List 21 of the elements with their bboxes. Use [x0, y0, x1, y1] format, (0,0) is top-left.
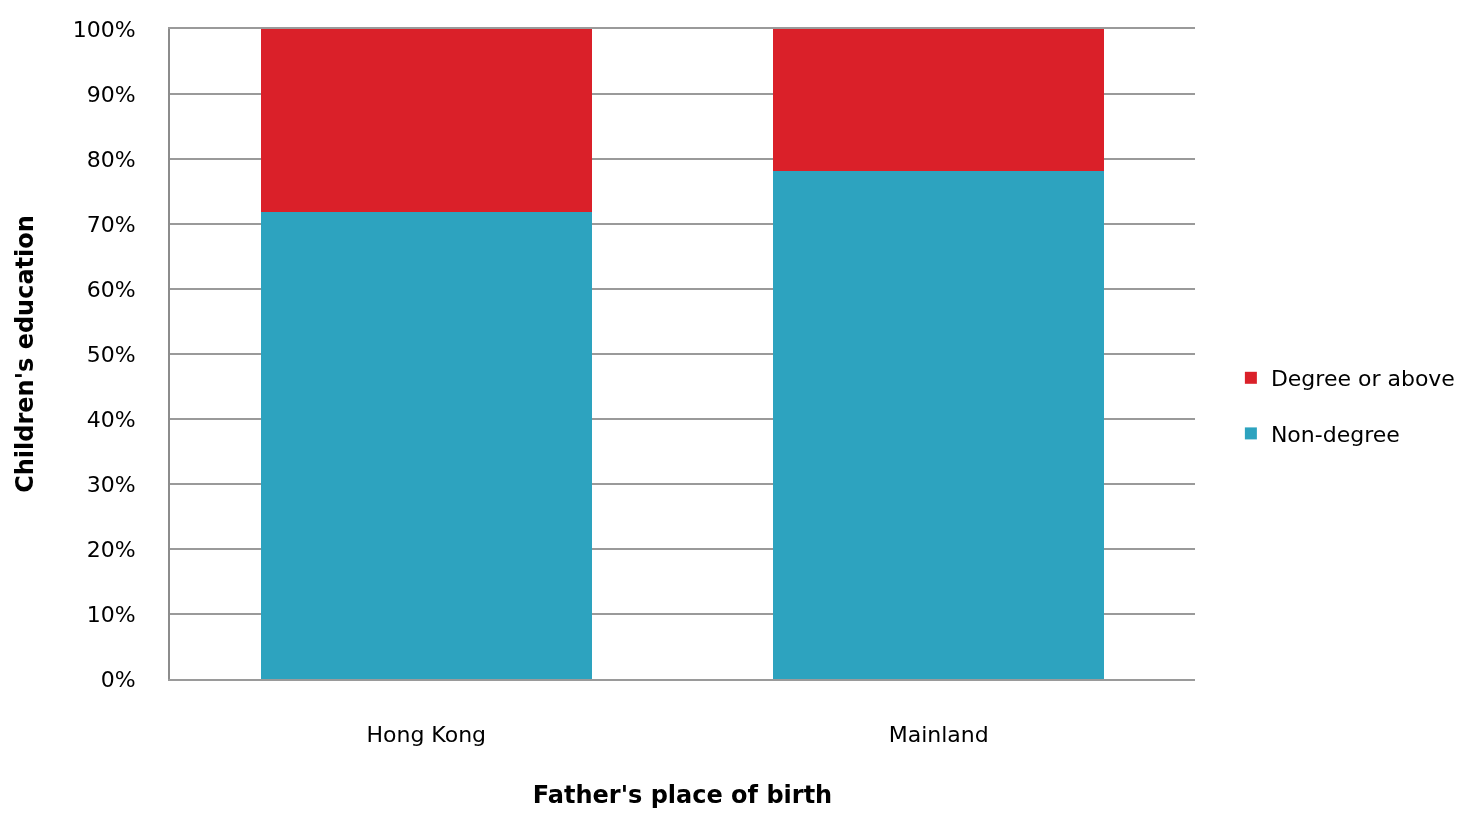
y-tick-label: 100% [72, 16, 136, 42]
y-tick-label: 0% [100, 666, 136, 692]
y-tick-label: 60% [86, 276, 136, 302]
bar [260, 212, 592, 679]
y-tick-label: 70% [86, 211, 136, 237]
y-axis-title: Children's education [11, 215, 40, 493]
bar [773, 170, 1105, 679]
y-tick-label: 20% [86, 536, 136, 562]
x-tick-label: Mainland [888, 722, 989, 748]
y-tick-label: 40% [86, 406, 136, 432]
x-axis-title: Father's place of birth [532, 781, 833, 810]
y-tick-label: 90% [86, 81, 136, 107]
y-tick-label: 30% [86, 471, 136, 497]
bar [773, 29, 1105, 171]
y-tick-label: 50% [86, 341, 136, 367]
legend-label: Degree or above [1270, 366, 1455, 392]
y-tick-label: 10% [86, 601, 136, 627]
bar [260, 29, 592, 213]
x-tick-label: Hong Kong [366, 722, 487, 748]
y-tick-label: 80% [86, 146, 136, 172]
legend-label: Non-degree [1270, 421, 1400, 447]
